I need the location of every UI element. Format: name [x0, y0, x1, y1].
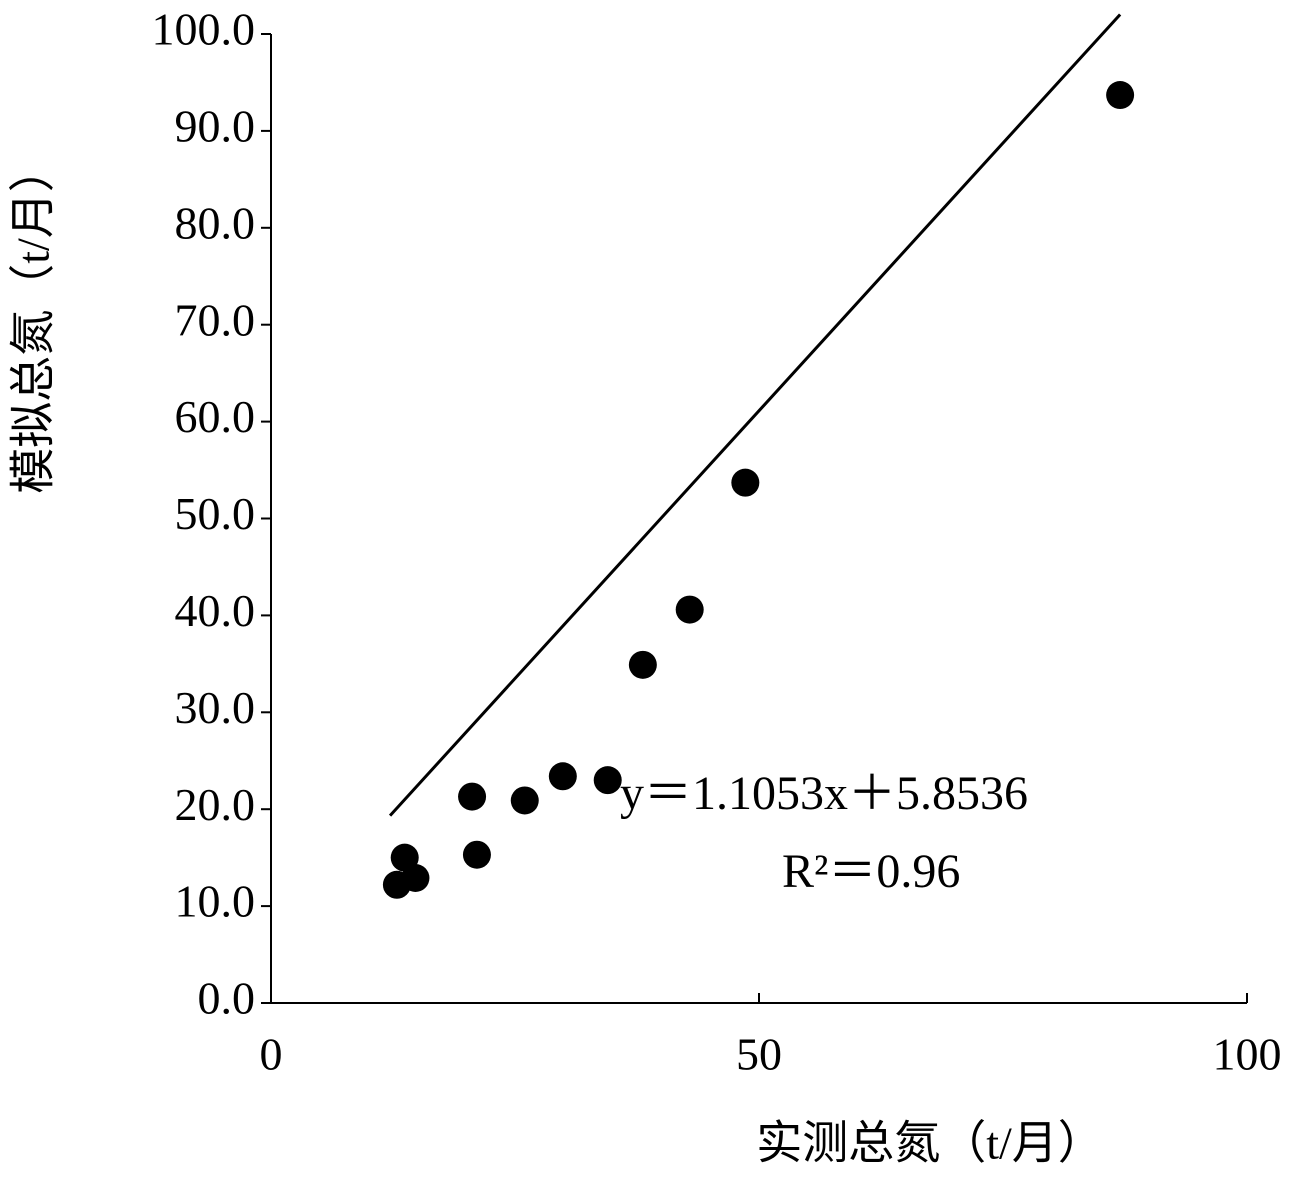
y-tick-label: 100.0: [152, 4, 256, 55]
y-tick-label: 80.0: [175, 197, 256, 248]
point: [458, 782, 487, 811]
y-tick-label: 30.0: [175, 682, 256, 733]
point: [510, 786, 539, 815]
y-tick-label: 20.0: [175, 779, 256, 830]
equation: y＝1.1053x＋5.8536: [620, 767, 1028, 820]
point: [628, 650, 657, 679]
x-axis-label: 实测总氮（t/月）: [756, 1118, 1104, 1169]
point: [675, 595, 704, 624]
x-tick-label: 0: [260, 1029, 283, 1080]
x-tick-label: 50: [736, 1029, 782, 1080]
y-tick-label: 0.0: [198, 973, 256, 1024]
y-tick-label: 50.0: [175, 488, 256, 539]
y-tick-label: 60.0: [175, 391, 256, 442]
trendline: [388, 13, 1122, 817]
x-tick-label: 100: [1213, 1029, 1282, 1080]
y-tick-label: 10.0: [175, 876, 256, 927]
point: [593, 766, 622, 795]
point: [548, 762, 577, 791]
point: [731, 468, 760, 497]
y-axis-label: 模拟总氮（t/月）: [8, 146, 59, 494]
point: [1106, 81, 1135, 110]
r-squared: R²＝0.96: [782, 845, 960, 898]
y-tick-label: 70.0: [175, 294, 256, 345]
point: [462, 840, 491, 869]
y-tick-label: 40.0: [175, 585, 256, 636]
point: [401, 863, 430, 892]
y-tick-label: 90.0: [175, 100, 256, 151]
